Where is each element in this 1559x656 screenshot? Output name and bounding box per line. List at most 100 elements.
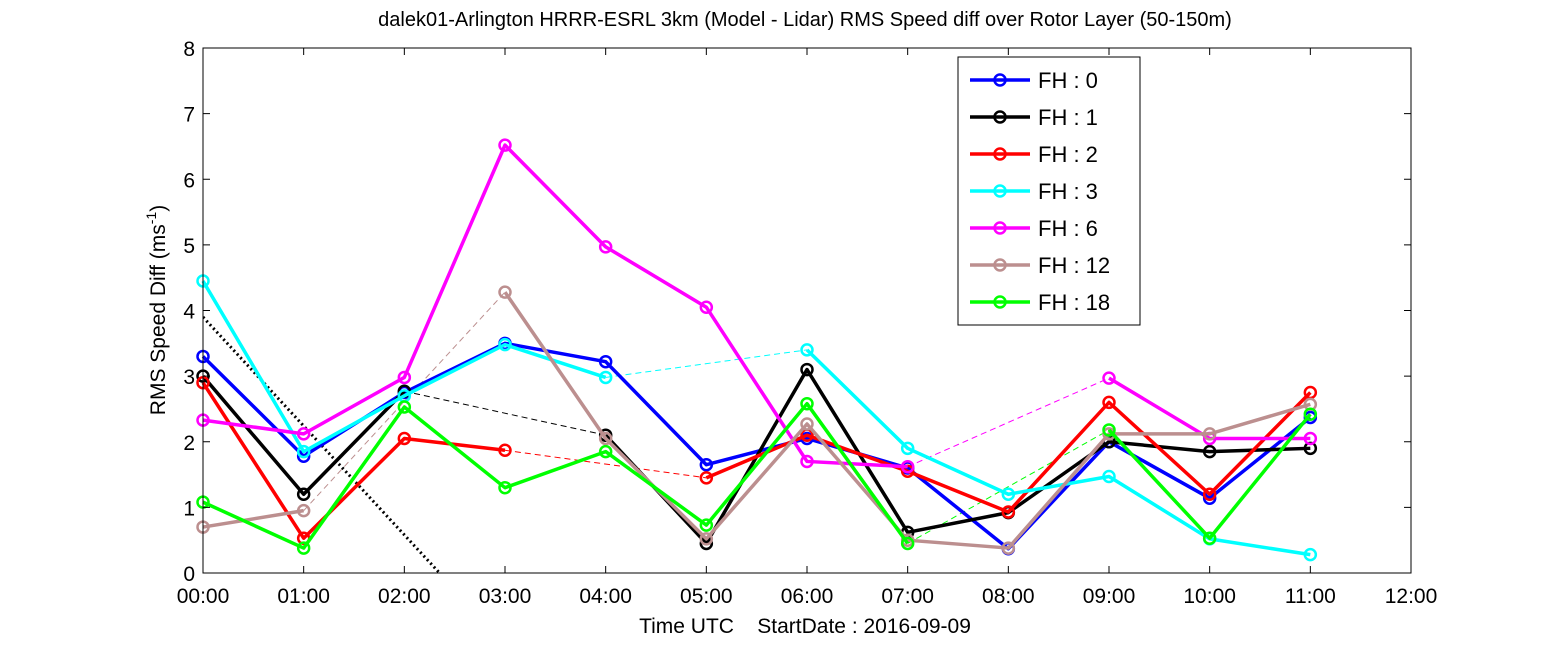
data-point bbox=[699, 532, 714, 546]
legend-label: FH : 12 bbox=[1038, 253, 1110, 278]
data-point bbox=[800, 454, 814, 469]
axis-ticks: 00:00 01:00 02:00 03:00 04:00 05:00 06:00 07:00… bbox=[177, 38, 1438, 608]
data-point bbox=[296, 503, 311, 518]
data-point bbox=[1303, 407, 1318, 421]
series-fh18 bbox=[196, 396, 1318, 555]
y-axis-label-superscript: -1 bbox=[143, 212, 159, 225]
data-point bbox=[1202, 487, 1217, 501]
series-line bbox=[202, 143, 908, 469]
x-tick-label: 00:00 bbox=[177, 585, 230, 608]
series-fh6 bbox=[196, 138, 1318, 474]
legend-item: FH : 1 bbox=[970, 105, 1098, 130]
gap-dashed-line bbox=[504, 449, 707, 479]
y-tick-label: 5 bbox=[183, 235, 195, 258]
data-point bbox=[498, 337, 512, 352]
legend-swatch-marker bbox=[993, 295, 1007, 309]
gap-dashed-line bbox=[404, 390, 606, 436]
legend-label: FH : 18 bbox=[1038, 290, 1110, 315]
data-point bbox=[699, 457, 714, 472]
data-point bbox=[498, 443, 512, 458]
legend-label: FH : 1 bbox=[1038, 105, 1098, 130]
series-line bbox=[705, 391, 1312, 514]
y-tick-label: 7 bbox=[183, 104, 195, 127]
data-point bbox=[1001, 541, 1016, 555]
data-point bbox=[900, 459, 915, 474]
data-point bbox=[1001, 505, 1016, 519]
series-line bbox=[202, 508, 304, 529]
legend-item: FH : 12 bbox=[970, 253, 1110, 278]
data-point bbox=[498, 480, 512, 495]
gap-dashed-line bbox=[907, 377, 1110, 468]
y-axis-label-close: ) bbox=[147, 205, 170, 212]
data-point bbox=[1102, 395, 1116, 410]
x-tick-label: 08:00 bbox=[982, 585, 1035, 608]
legend-swatch-marker bbox=[993, 221, 1007, 235]
legend-item: FH : 18 bbox=[970, 290, 1110, 315]
y-tick-label: 6 bbox=[183, 169, 195, 192]
x-tick-label: 03:00 bbox=[479, 585, 532, 608]
data-point bbox=[800, 417, 814, 431]
trend-dotted-line bbox=[203, 316, 441, 573]
legend-label: FH : 3 bbox=[1038, 179, 1098, 204]
series-fh3 bbox=[196, 274, 1318, 562]
y-tick-label: 0 bbox=[183, 563, 195, 586]
data-point bbox=[397, 431, 412, 446]
x-tick-label: 12:00 bbox=[1385, 585, 1438, 608]
gap-dashed-line bbox=[605, 349, 808, 378]
chart-title: dalek01-Arlington HRRR-ESRL 3km (Model -… bbox=[378, 9, 1232, 31]
x-tick-label: 05:00 bbox=[680, 585, 733, 608]
series-lines bbox=[196, 138, 1318, 562]
series-line bbox=[503, 291, 1311, 550]
data-point bbox=[296, 487, 311, 501]
data-point bbox=[598, 354, 613, 369]
data-point bbox=[397, 370, 412, 385]
legend-item: FH : 0 bbox=[970, 68, 1098, 93]
plot-area bbox=[202, 47, 1412, 574]
data-point bbox=[1102, 469, 1116, 484]
x-tick-label: 02:00 bbox=[378, 585, 431, 608]
data-point bbox=[1102, 423, 1116, 437]
data-point bbox=[296, 541, 311, 555]
legend-swatch-marker bbox=[993, 258, 1007, 272]
data-point bbox=[699, 471, 714, 485]
x-tick-label: 06:00 bbox=[781, 585, 834, 608]
data-point bbox=[598, 431, 613, 446]
data-point bbox=[800, 343, 814, 357]
y-tick-label: 1 bbox=[183, 497, 195, 520]
y-axis-label: RMS Speed Diff (ms-1) bbox=[143, 205, 170, 415]
y-axis-label-main: RMS Speed Diff (ms bbox=[147, 224, 170, 415]
y-tick-label: 8 bbox=[183, 38, 195, 61]
series-fh12 bbox=[196, 285, 1318, 555]
data-point bbox=[1001, 487, 1016, 501]
data-point bbox=[1102, 371, 1116, 385]
trend-line bbox=[203, 316, 441, 573]
legend-label: FH : 6 bbox=[1038, 216, 1098, 241]
data-point bbox=[296, 444, 311, 459]
data-point bbox=[699, 518, 714, 532]
data-point bbox=[397, 400, 412, 414]
data-point bbox=[296, 427, 311, 441]
x-tick-label: 11:00 bbox=[1285, 585, 1336, 608]
dashed-gap-lines bbox=[303, 291, 1110, 544]
legend: FH : 0 FH : 1 FH : 2 FH : 3 FH : 6 FH : 12 FH … bbox=[957, 56, 1141, 326]
x-tick-label: 04:00 bbox=[579, 585, 632, 608]
legend-swatch-marker bbox=[993, 110, 1007, 124]
data-point bbox=[1303, 547, 1318, 562]
series-line bbox=[1107, 413, 1312, 540]
data-point bbox=[800, 396, 814, 411]
series-line bbox=[201, 381, 506, 540]
data-point bbox=[1202, 531, 1217, 545]
legend-item: FH : 6 bbox=[970, 216, 1098, 241]
data-point bbox=[1202, 444, 1217, 459]
data-point bbox=[598, 240, 613, 254]
data-point bbox=[1303, 431, 1318, 446]
gap-dashed-line bbox=[907, 429, 1110, 544]
data-point bbox=[498, 138, 512, 152]
y-tick-label: 2 bbox=[183, 432, 195, 455]
data-point bbox=[1202, 427, 1217, 441]
data-point bbox=[900, 536, 915, 551]
data-point bbox=[900, 441, 915, 456]
x-tick-label: 01:00 bbox=[277, 585, 330, 608]
data-point bbox=[598, 370, 613, 385]
